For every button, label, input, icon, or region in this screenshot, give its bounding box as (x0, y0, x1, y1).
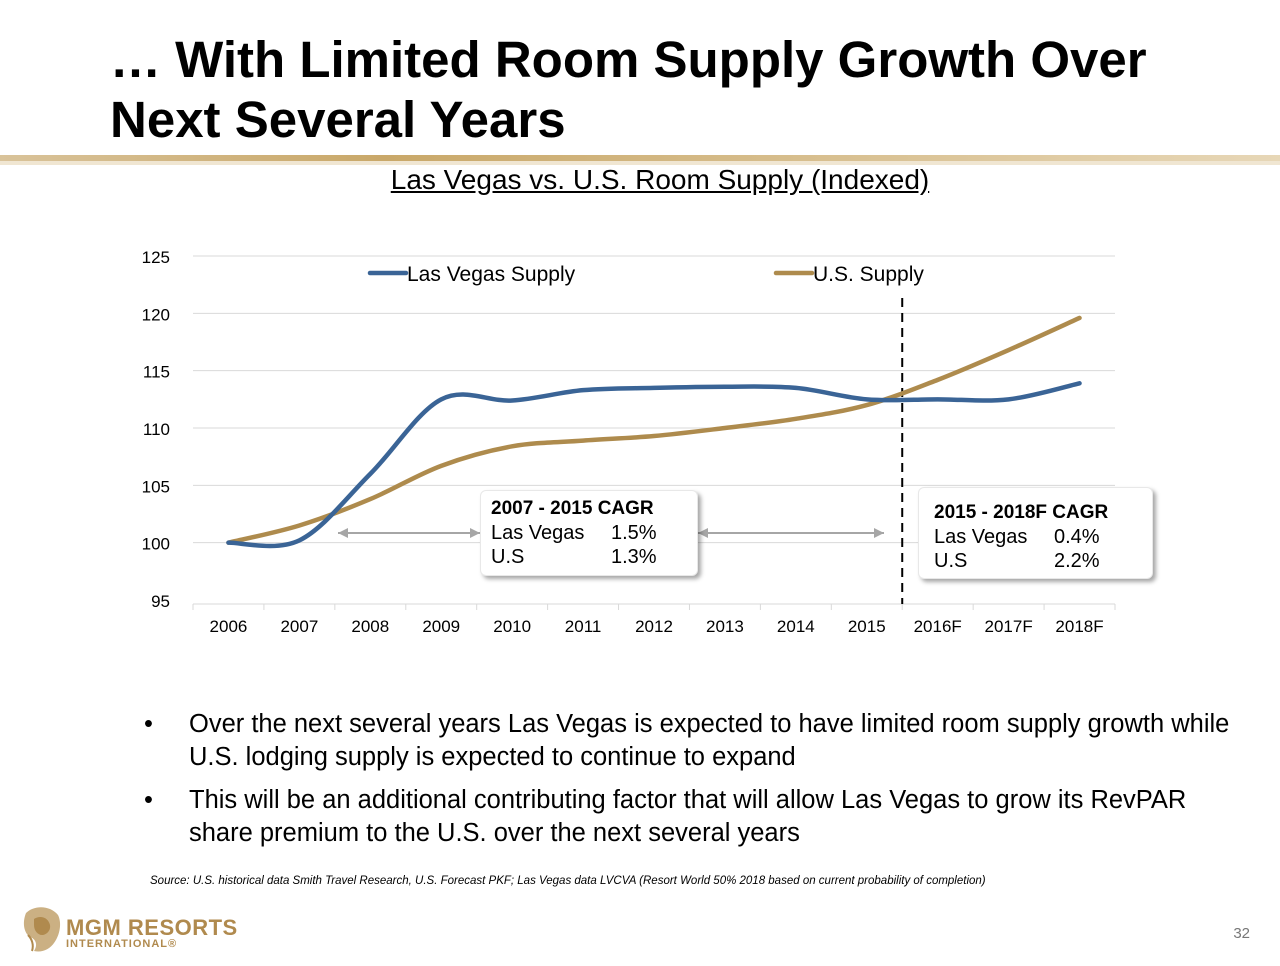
callout-2015-2018: 2015 - 2018F CAGR Las Vegas 0.4% U.S 2.2… (918, 487, 1153, 579)
page-number: 32 (1233, 925, 1250, 942)
legend-label: Las Vegas Supply (407, 263, 576, 286)
callout-right-row: Las Vegas 0.4% (934, 525, 1152, 549)
slide-title: … With Limited Room Supply Growth Over N… (110, 30, 1210, 150)
lion-icon (23, 907, 61, 952)
x-tick-label: 2013 (706, 617, 744, 636)
callout-right-label: U.S (934, 550, 968, 572)
arrow-head-left (338, 528, 348, 538)
x-tick-label: 2015 (848, 617, 886, 636)
x-tick-label: 2012 (635, 617, 673, 636)
company-logo: MGM RESORTS INTERNATIONAL® (20, 905, 240, 955)
y-tick-label: 120 (142, 305, 170, 324)
y-tick-label: 125 (142, 248, 170, 267)
callout-left-label: Las Vegas (491, 522, 585, 544)
slide-title-line2: Next Several Years (110, 91, 566, 148)
callout-left-value: 1.5% (611, 522, 657, 544)
x-tick-label: 2011 (565, 617, 602, 636)
y-tick-label: 105 (142, 477, 170, 496)
x-tick-label: 2010 (493, 617, 531, 636)
callout-left-label: U.S (491, 546, 525, 568)
y-tick-label: 100 (142, 535, 170, 554)
x-tick-label: 2017F (985, 617, 1033, 636)
y-tick-label: 95 (151, 592, 170, 611)
callout-right-value: 2.2% (1054, 550, 1100, 572)
arrow-head-left (698, 528, 708, 538)
callout-right-label: Las Vegas (934, 526, 1028, 548)
x-tick-label: 2016F (914, 617, 962, 636)
x-tick-label: 2006 (210, 617, 248, 636)
source-note: Source: U.S. historical data Smith Trave… (150, 875, 986, 887)
callout-2007-2015: 2007 - 2015 CAGR Las Vegas 1.5% U.S 1.3% (480, 490, 698, 576)
title-divider (0, 155, 1280, 165)
callout-right-heading: 2015 - 2018F CAGR (934, 502, 1109, 523)
legend-label: U.S. Supply (813, 263, 924, 286)
x-tick-label: 2009 (422, 617, 460, 636)
room-supply-chart: 95 100 105 110 115 120 125 2006 2007 2008 2009 2010… (142, 248, 1116, 636)
y-tick-label: 110 (143, 420, 170, 439)
logo-sub: INTERNATIONAL® (66, 938, 178, 950)
x-tick-label: 2014 (777, 617, 815, 636)
logo-brand: MGM RESORTS (66, 915, 238, 940)
bullet-text: Over the next several years Las Vegas is… (189, 710, 1230, 771)
bullet-item: • This will be an additional contributin… (142, 784, 1242, 850)
callout-left-heading: 2007 - 2015 CAGR (491, 498, 654, 519)
callout-left-row: Las Vegas 1.5% (491, 521, 697, 545)
bullet-text: This will be an additional contributing … (189, 786, 1187, 847)
chart-title: Las Vegas vs. U.S. Room Supply (Indexed) (390, 164, 930, 195)
bullet-item: • Over the next several years Las Vegas … (142, 708, 1242, 774)
arrow-head-right (874, 528, 884, 538)
x-tick-label: 2008 (351, 617, 389, 636)
series-line-las-vegas-supply (226, 381, 1082, 549)
callout-right-value: 0.4% (1054, 526, 1100, 548)
bullet-symbol: • (144, 710, 153, 738)
callout-right-row: U.S 2.2% (934, 549, 1152, 573)
bullet-list: • Over the next several years Las Vegas … (142, 708, 1242, 860)
y-tick-label: 115 (143, 363, 170, 382)
callout-left-row: U.S 1.3% (491, 545, 697, 569)
slide-title-line1: … With Limited Room Supply Growth Over (110, 31, 1147, 88)
x-tick-label: 2007 (280, 617, 318, 636)
bullet-symbol: • (144, 786, 153, 814)
arrow-head-right (470, 528, 480, 538)
x-tick-label: 2018F (1055, 617, 1103, 636)
series-line-u-s-supply (226, 315, 1082, 545)
callout-left-value: 1.3% (611, 546, 657, 568)
